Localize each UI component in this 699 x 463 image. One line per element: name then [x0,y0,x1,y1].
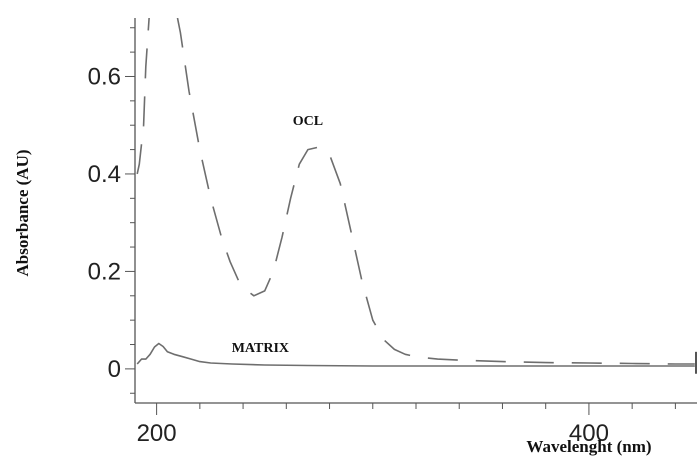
y-tick-label: 0.4 [88,161,121,188]
annotation-ocl: OCL [293,114,323,129]
series-line-matrix [136,342,695,367]
y-axis-title: Absorbance (AU) [13,149,32,276]
x-tick-label: 200 [137,420,177,447]
y-tick-label: 0 [108,356,121,383]
y-tick-label: 0.2 [88,258,121,285]
y-tick-label: 0.6 [88,63,121,90]
x-axis-title: Wavelenght (nm) [526,437,651,456]
labels-group: 0 0.2 0.4 0.6 200 400 OCL MATRIX [88,63,609,447]
series-group [136,18,695,367]
series-line-ocl [136,18,695,365]
axes [125,18,697,415]
annotation-matrix: MATRIX [232,341,289,356]
x-tick-label: 400 [569,420,609,447]
